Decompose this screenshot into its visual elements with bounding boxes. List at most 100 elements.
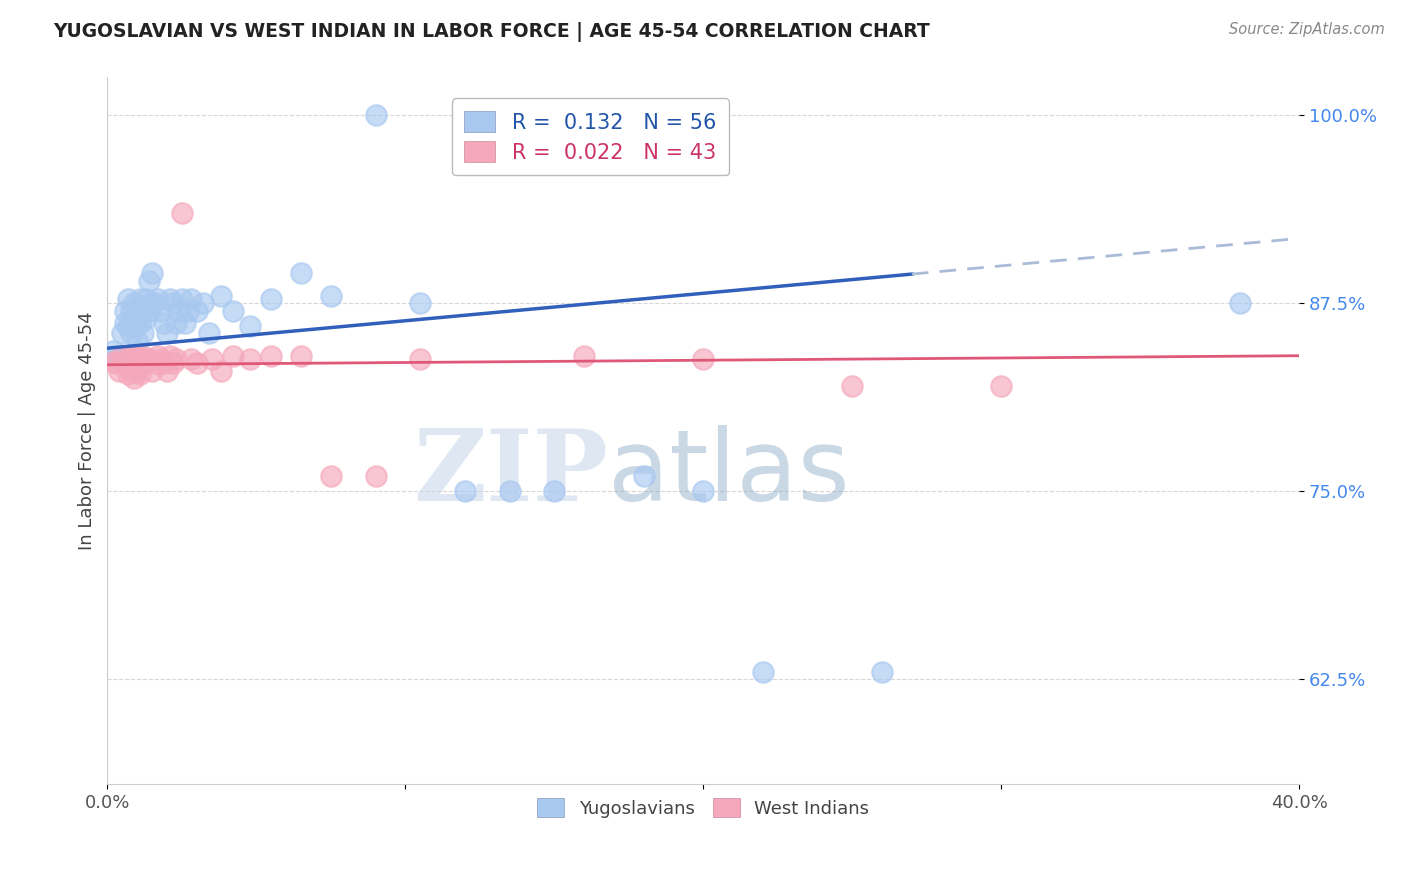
Point bbox=[173, 316, 195, 330]
Point bbox=[141, 266, 163, 280]
Text: Source: ZipAtlas.com: Source: ZipAtlas.com bbox=[1229, 22, 1385, 37]
Point bbox=[108, 364, 131, 378]
Point bbox=[221, 349, 243, 363]
Point bbox=[103, 355, 125, 369]
Point bbox=[543, 484, 565, 499]
Point bbox=[209, 288, 232, 302]
Point bbox=[117, 351, 139, 366]
Point bbox=[117, 367, 139, 381]
Point bbox=[167, 303, 190, 318]
Point bbox=[122, 296, 145, 310]
Point bbox=[153, 316, 176, 330]
Point bbox=[186, 303, 208, 318]
Point bbox=[127, 303, 149, 318]
Point bbox=[122, 356, 145, 370]
Point bbox=[120, 349, 142, 363]
Point bbox=[319, 288, 342, 302]
Point bbox=[186, 356, 208, 370]
Point bbox=[162, 356, 184, 370]
Point bbox=[498, 484, 520, 499]
Point bbox=[239, 351, 262, 366]
Point bbox=[692, 484, 714, 499]
Point bbox=[290, 349, 312, 363]
Point bbox=[143, 296, 166, 310]
Point bbox=[120, 364, 142, 378]
Y-axis label: In Labor Force | Age 45-54: In Labor Force | Age 45-54 bbox=[79, 311, 96, 550]
Point bbox=[159, 349, 181, 363]
Point bbox=[127, 364, 149, 378]
Point bbox=[239, 318, 262, 333]
Point bbox=[191, 296, 214, 310]
Point bbox=[135, 356, 157, 370]
Point bbox=[752, 665, 775, 679]
Point bbox=[103, 344, 125, 359]
Point bbox=[122, 371, 145, 385]
Point bbox=[409, 351, 432, 366]
Point bbox=[170, 292, 193, 306]
Point bbox=[132, 349, 155, 363]
Point bbox=[117, 292, 139, 306]
Point bbox=[156, 364, 179, 378]
Point bbox=[409, 296, 432, 310]
Point bbox=[572, 349, 595, 363]
Point bbox=[180, 292, 202, 306]
Point bbox=[143, 356, 166, 370]
Point bbox=[105, 349, 128, 363]
Point bbox=[319, 469, 342, 483]
Point bbox=[692, 351, 714, 366]
Point bbox=[138, 303, 160, 318]
Point bbox=[127, 349, 149, 363]
Point bbox=[141, 296, 163, 310]
Point bbox=[129, 351, 152, 366]
Point bbox=[138, 351, 160, 366]
Point bbox=[159, 292, 181, 306]
Point bbox=[156, 326, 179, 340]
Point bbox=[170, 206, 193, 220]
Point bbox=[1229, 296, 1251, 310]
Point bbox=[197, 326, 219, 340]
Point bbox=[153, 356, 176, 370]
Point bbox=[122, 318, 145, 333]
Point bbox=[150, 303, 173, 318]
Point bbox=[221, 303, 243, 318]
Legend: Yugoslavians, West Indians: Yugoslavians, West Indians bbox=[530, 791, 876, 825]
Point bbox=[180, 351, 202, 366]
Point bbox=[114, 356, 136, 370]
Point bbox=[132, 326, 155, 340]
Point bbox=[364, 469, 387, 483]
Point bbox=[146, 292, 169, 306]
Point bbox=[141, 364, 163, 378]
Point bbox=[841, 379, 863, 393]
Point bbox=[114, 316, 136, 330]
Point bbox=[108, 351, 131, 366]
Text: YUGOSLAVIAN VS WEST INDIAN IN LABOR FORCE | AGE 45-54 CORRELATION CHART: YUGOSLAVIAN VS WEST INDIAN IN LABOR FORC… bbox=[53, 22, 931, 42]
Point bbox=[111, 326, 134, 340]
Point bbox=[454, 484, 477, 499]
Point bbox=[165, 316, 187, 330]
Text: ZIP: ZIP bbox=[413, 425, 607, 522]
Point bbox=[260, 292, 283, 306]
Point bbox=[120, 303, 142, 318]
Point bbox=[165, 351, 187, 366]
Point bbox=[364, 108, 387, 122]
Point bbox=[114, 303, 136, 318]
Point bbox=[138, 273, 160, 287]
Point bbox=[201, 351, 224, 366]
Point bbox=[129, 316, 152, 330]
Point bbox=[290, 266, 312, 280]
Point bbox=[127, 334, 149, 348]
Point bbox=[633, 469, 655, 483]
Point bbox=[129, 367, 152, 381]
Point bbox=[135, 292, 157, 306]
Point bbox=[132, 303, 155, 318]
Text: atlas: atlas bbox=[607, 425, 849, 522]
Point bbox=[120, 326, 142, 340]
Point bbox=[135, 311, 157, 326]
Point bbox=[129, 292, 152, 306]
Point bbox=[146, 349, 169, 363]
Point bbox=[117, 318, 139, 333]
Point bbox=[870, 665, 893, 679]
Point bbox=[177, 303, 200, 318]
Point bbox=[105, 356, 128, 370]
Point bbox=[111, 349, 134, 363]
